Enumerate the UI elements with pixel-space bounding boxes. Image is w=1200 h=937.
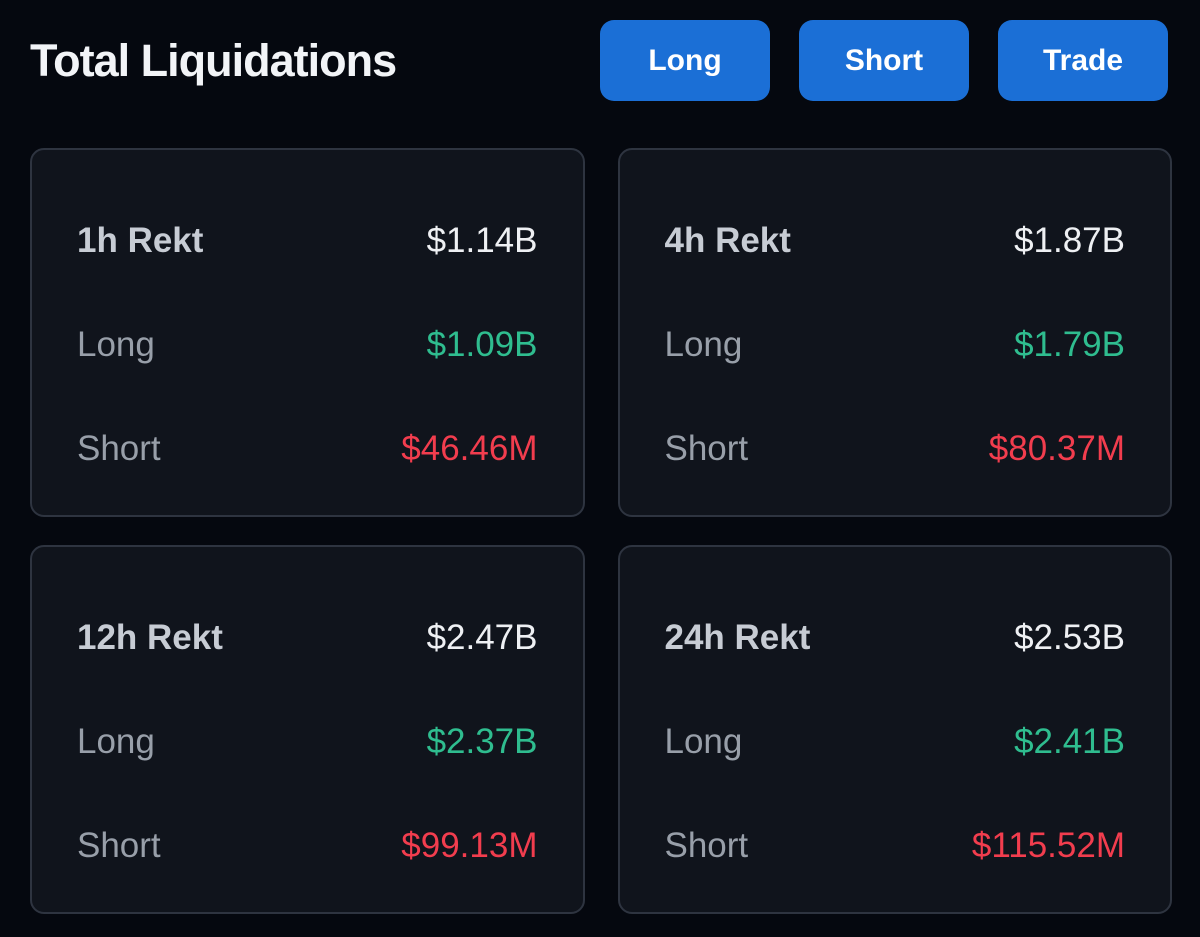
long-row-label: Long xyxy=(664,324,743,364)
long-row-value: $1.79B xyxy=(1014,324,1125,364)
long-row-label: Long xyxy=(77,324,155,364)
liquidation-card-4h: 4h Rekt $1.87B Long $1.79B Short $80.37M xyxy=(617,148,1172,517)
short-filter-button[interactable]: Short xyxy=(799,20,969,101)
short-row-value: $115.52M xyxy=(971,825,1125,865)
card-total-row: 4h Rekt $1.87B xyxy=(664,220,1126,260)
liquidation-card-12h: 12h Rekt $2.47B Long $2.37B Short $99.13… xyxy=(30,545,585,914)
card-long-row: Long $2.41B xyxy=(664,721,1126,761)
card-period-label: 12h Rekt xyxy=(77,617,223,657)
card-long-row: Long $1.09B xyxy=(77,324,538,364)
card-period-label: 1h Rekt xyxy=(77,220,204,260)
card-long-row: Long $1.79B xyxy=(664,324,1126,364)
card-short-row: Short $115.52M xyxy=(664,825,1126,865)
card-total-value: $2.53B xyxy=(1014,617,1125,657)
card-total-value: $2.47B xyxy=(426,617,538,657)
short-row-label: Short xyxy=(77,825,161,865)
long-row-label: Long xyxy=(77,721,155,761)
liquidation-card-24h: 24h Rekt $2.53B Long $2.41B Short $115.5… xyxy=(617,545,1172,914)
long-row-value: $2.37B xyxy=(426,721,538,761)
long-filter-button[interactable]: Long xyxy=(600,20,770,101)
trade-button[interactable]: Trade xyxy=(998,20,1168,101)
liquidation-cards-grid: 1h Rekt $1.14B Long $1.09B Short $46.46M… xyxy=(30,148,1172,914)
short-row-label: Short xyxy=(664,825,749,865)
short-row-value: $80.37M xyxy=(988,428,1125,468)
card-total-row: 1h Rekt $1.14B xyxy=(77,220,538,260)
card-short-row: Short $99.13M xyxy=(77,825,538,865)
card-total-value: $1.87B xyxy=(1014,220,1125,260)
long-row-value: $1.09B xyxy=(426,324,538,364)
header: Total Liquidations Long Short Trade xyxy=(0,0,1200,101)
short-row-value: $46.46M xyxy=(401,428,538,468)
short-row-label: Short xyxy=(77,428,161,468)
short-row-label: Short xyxy=(664,428,749,468)
card-total-value: $1.14B xyxy=(426,220,538,260)
card-short-row: Short $46.46M xyxy=(77,428,538,468)
page-title: Total Liquidations xyxy=(30,35,397,86)
long-row-value: $2.41B xyxy=(1014,721,1125,761)
card-short-row: Short $80.37M xyxy=(664,428,1126,468)
card-total-row: 12h Rekt $2.47B xyxy=(77,617,538,657)
card-total-row: 24h Rekt $2.53B xyxy=(664,617,1126,657)
liquidation-card-1h: 1h Rekt $1.14B Long $1.09B Short $46.46M xyxy=(30,148,585,517)
short-row-value: $99.13M xyxy=(401,825,538,865)
card-long-row: Long $2.37B xyxy=(77,721,538,761)
card-period-label: 4h Rekt xyxy=(664,220,791,260)
card-period-label: 24h Rekt xyxy=(664,617,811,657)
header-buttons: Long Short Trade xyxy=(600,20,1168,101)
long-row-label: Long xyxy=(664,721,743,761)
